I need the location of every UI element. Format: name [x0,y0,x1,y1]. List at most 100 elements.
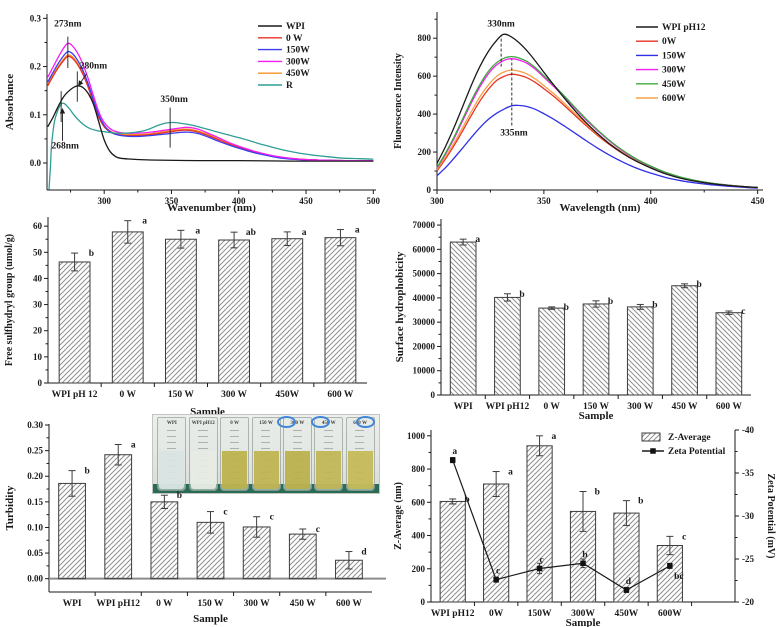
blue-pen-mark [277,416,297,428]
label: a [355,226,360,236]
fluorescence-svg: 0 200 400 600 800 Fluorescence Intensity Wavel… [393,12,765,214]
tube-label: 300 W [290,421,305,426]
bar-300 W [218,239,251,384]
label: b [89,249,94,259]
label: Z-Average [668,433,711,443]
bar-300 W [626,306,654,396]
tube-label: WPI pH12 [191,421,215,426]
label: 450 W [672,402,698,412]
tube-liquid [347,451,373,489]
series-300W [47,42,374,162]
zeta-point [536,565,543,572]
label: Free sulfhydryl group (umol/g) [4,234,15,366]
tube-label: 150 W [259,421,273,426]
bar-WPI pH12 [439,500,466,603]
label: 800 [412,464,426,474]
tube-liquid [284,451,310,489]
tube-liquid [190,451,216,489]
sample-tube: WPI pH12 [188,417,218,491]
label: 0 [427,185,432,195]
label: 350 [165,196,179,206]
label: 30000 [413,317,436,327]
sample-tube: 600 W [345,417,375,491]
bar-0 W [538,307,566,396]
series-600W [436,69,758,189]
label: 0.20 [27,471,43,481]
bars [449,238,743,396]
bar-150 W [582,303,610,396]
label: 330nm [487,19,515,29]
axes [44,217,367,387]
series-150W [436,104,758,189]
label: R [286,81,293,91]
zeta-line-series [449,457,673,594]
label: Z-Average (nm) [393,482,404,550]
label: -20 [742,597,754,607]
label: 10000 [413,366,436,376]
series-WPI [47,85,374,162]
label: 335nm [500,128,528,138]
label: Wavenumber (nm) [167,202,256,214]
label: bc [674,572,684,582]
label: 800 [418,33,432,43]
series-group [47,42,374,190]
label: 450W [662,80,686,90]
label: d [361,548,367,558]
label: 450 W [290,599,316,609]
label: 60 [33,221,43,231]
label: 300W [571,609,595,619]
sample-tube: 450 W [314,417,344,491]
label: -40 [742,425,754,435]
label: 600 W [716,402,742,412]
label: b [595,487,600,497]
label: 350 [537,196,551,206]
bars [439,435,683,603]
label: 600 W [327,390,353,400]
bar-600 W [324,237,357,384]
label: b [696,280,701,290]
label: 50000 [413,269,436,279]
label: 280nm [80,61,108,71]
label: 450W [275,390,299,400]
label: 450W [286,69,310,79]
label: 0 W [156,599,173,609]
blue-pen-mark [356,416,376,428]
label: 0 W [543,402,560,412]
label: 10 [33,352,43,362]
label: 0.10 [27,522,43,532]
label: 0 W [120,390,137,400]
label: Zeta Potential (mV) [765,474,776,559]
label: c [496,567,500,577]
label: 600 [418,71,432,81]
label: 150W [528,609,552,619]
label: 70000 [413,220,436,230]
label: c [223,508,227,518]
tube-liquid [316,451,342,489]
label: WPI pH12 [486,402,530,412]
label: Turbidity [4,485,16,530]
label: 0.25 [27,446,43,456]
bar-WPI [58,482,86,580]
label: 0.15 [27,497,43,507]
label: 600 W [336,599,362,609]
label: a [195,226,200,236]
label: b [652,300,657,310]
label: 450 [299,196,313,206]
label: a [142,217,147,227]
bar-150 W [164,238,197,384]
axes [433,12,763,194]
label: 500 [367,196,381,206]
bar-0W [483,483,510,603]
label: 150 W [583,402,609,412]
bar-450 W [288,533,317,580]
series-150W [47,50,374,162]
label: 300 W [221,390,247,400]
label: 0 W [286,34,303,44]
label: 0.2 [30,62,42,72]
bar-WPI pH12 [104,454,133,580]
label: c [539,555,543,565]
label: 300 W [244,599,270,609]
label: b [519,290,524,300]
label: a [302,228,307,238]
label: 0 [431,390,436,400]
